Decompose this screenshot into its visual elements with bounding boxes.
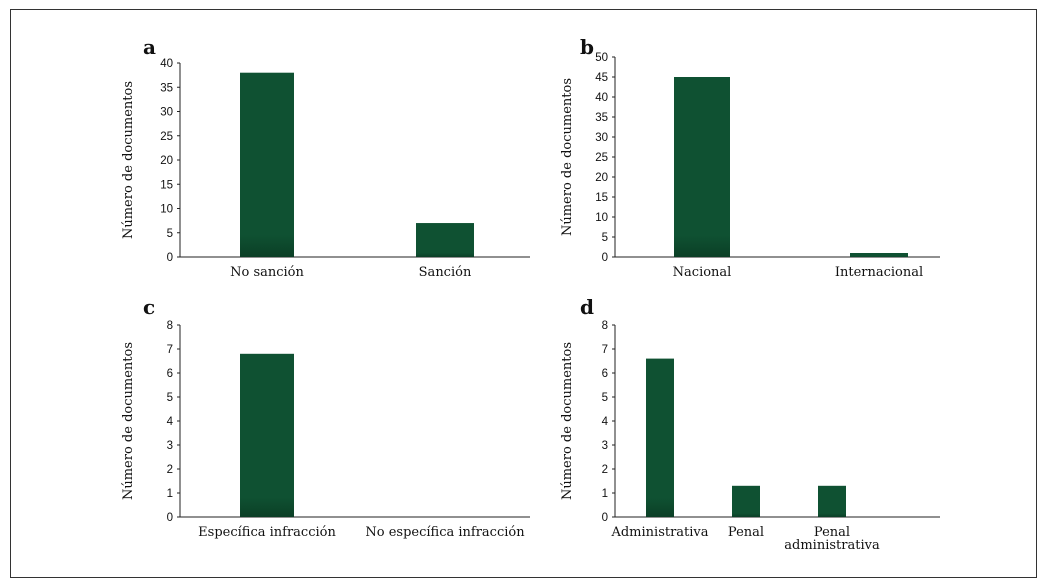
category-label: administrativa: [784, 538, 880, 553]
category-label: Penal: [728, 525, 764, 540]
y-tick-label: 4: [167, 416, 174, 428]
bar-2: [818, 485, 846, 517]
category-label: Nacional: [673, 265, 732, 280]
y-tick-label: 50: [595, 52, 608, 64]
y-tick-label: 20: [595, 172, 608, 184]
y-tick-label: 20: [160, 155, 173, 167]
y-axis-label: Número de documentos: [560, 342, 575, 500]
panel-letter-b: b: [580, 35, 594, 59]
category-label: Administrativa: [610, 525, 708, 540]
category-label: Internacional: [835, 265, 923, 280]
category-label: Penal: [814, 525, 850, 540]
y-tick-label: 2: [602, 464, 608, 476]
y-tick-label: 0: [602, 512, 608, 524]
figure-frame: [10, 9, 1037, 578]
y-tick-label: 45: [595, 72, 608, 84]
y-tick-label: 15: [160, 179, 173, 191]
panel-letter-a: a: [143, 35, 156, 59]
chart-panel-d: d 0 1 2 3 4 5 6 7 8 Número de documentos Administra…: [560, 295, 940, 553]
category-label: No sanción: [230, 265, 304, 280]
bar-1: [732, 485, 760, 517]
y-tick-label: 5: [167, 392, 173, 404]
y-tick-label: 30: [160, 107, 173, 119]
chart-panel-b: b 0 5 10 15 20 25 30 35 40 45 50 Número de documento…: [560, 35, 940, 280]
y-tick-label: 40: [160, 58, 173, 70]
y-axis-label: Número de documentos: [121, 81, 136, 239]
y-tick-label: 8: [602, 320, 608, 332]
y-tick-label: 15: [595, 192, 608, 204]
y-tick-label: 5: [602, 392, 608, 404]
y-tick-label: 5: [602, 232, 608, 244]
bar-1: [850, 253, 908, 257]
chart-panel-a: a 0 5 10 15 20 25 30 35 40 Número de documentos No …: [121, 35, 530, 280]
category-label: Sanción: [419, 265, 472, 280]
category-label: Específica infracción: [198, 525, 336, 540]
y-tick-label: 1: [167, 488, 173, 500]
bar-0: [674, 77, 730, 257]
panel-letter-d: d: [580, 295, 594, 319]
y-tick-label: 1: [602, 488, 608, 500]
y-tick-label: 0: [602, 252, 608, 264]
y-axis-label: Número de documentos: [121, 342, 136, 500]
bar-1: [416, 223, 474, 257]
y-tick-label: 0: [167, 512, 173, 524]
y-tick-label: 4: [602, 416, 609, 428]
y-tick-label: 5: [167, 228, 173, 240]
y-tick-label: 10: [160, 204, 173, 216]
y-tick-label: 3: [602, 440, 608, 452]
y-tick-label: 40: [595, 92, 608, 104]
y-axis-label: Número de documentos: [560, 78, 575, 236]
y-tick-label: 35: [160, 82, 173, 94]
y-tick-label: 35: [595, 112, 608, 124]
y-tick-label: 6: [602, 368, 608, 380]
y-tick-label: 8: [167, 320, 173, 332]
panel-letter-c: c: [143, 295, 155, 319]
y-tick-label: 25: [160, 131, 173, 143]
y-tick-label: 2: [167, 464, 173, 476]
bar-0: [240, 72, 294, 257]
y-tick-label: 30: [595, 132, 608, 144]
y-tick-label: 6: [167, 368, 173, 380]
chart-panel-c: c 0 1 2 3 4 5 6 7 8 Número de documentos Específica…: [121, 295, 530, 540]
bar-0: [646, 358, 674, 517]
y-tick-label: 3: [167, 440, 173, 452]
y-tick-label: 7: [602, 344, 608, 356]
y-tick-label: 25: [595, 152, 608, 164]
y-tick-label: 7: [167, 344, 173, 356]
y-tick-label: 10: [595, 212, 608, 224]
bar-0: [240, 353, 294, 517]
y-tick-label: 0: [167, 252, 173, 264]
category-label: No específica infracción: [365, 525, 525, 540]
